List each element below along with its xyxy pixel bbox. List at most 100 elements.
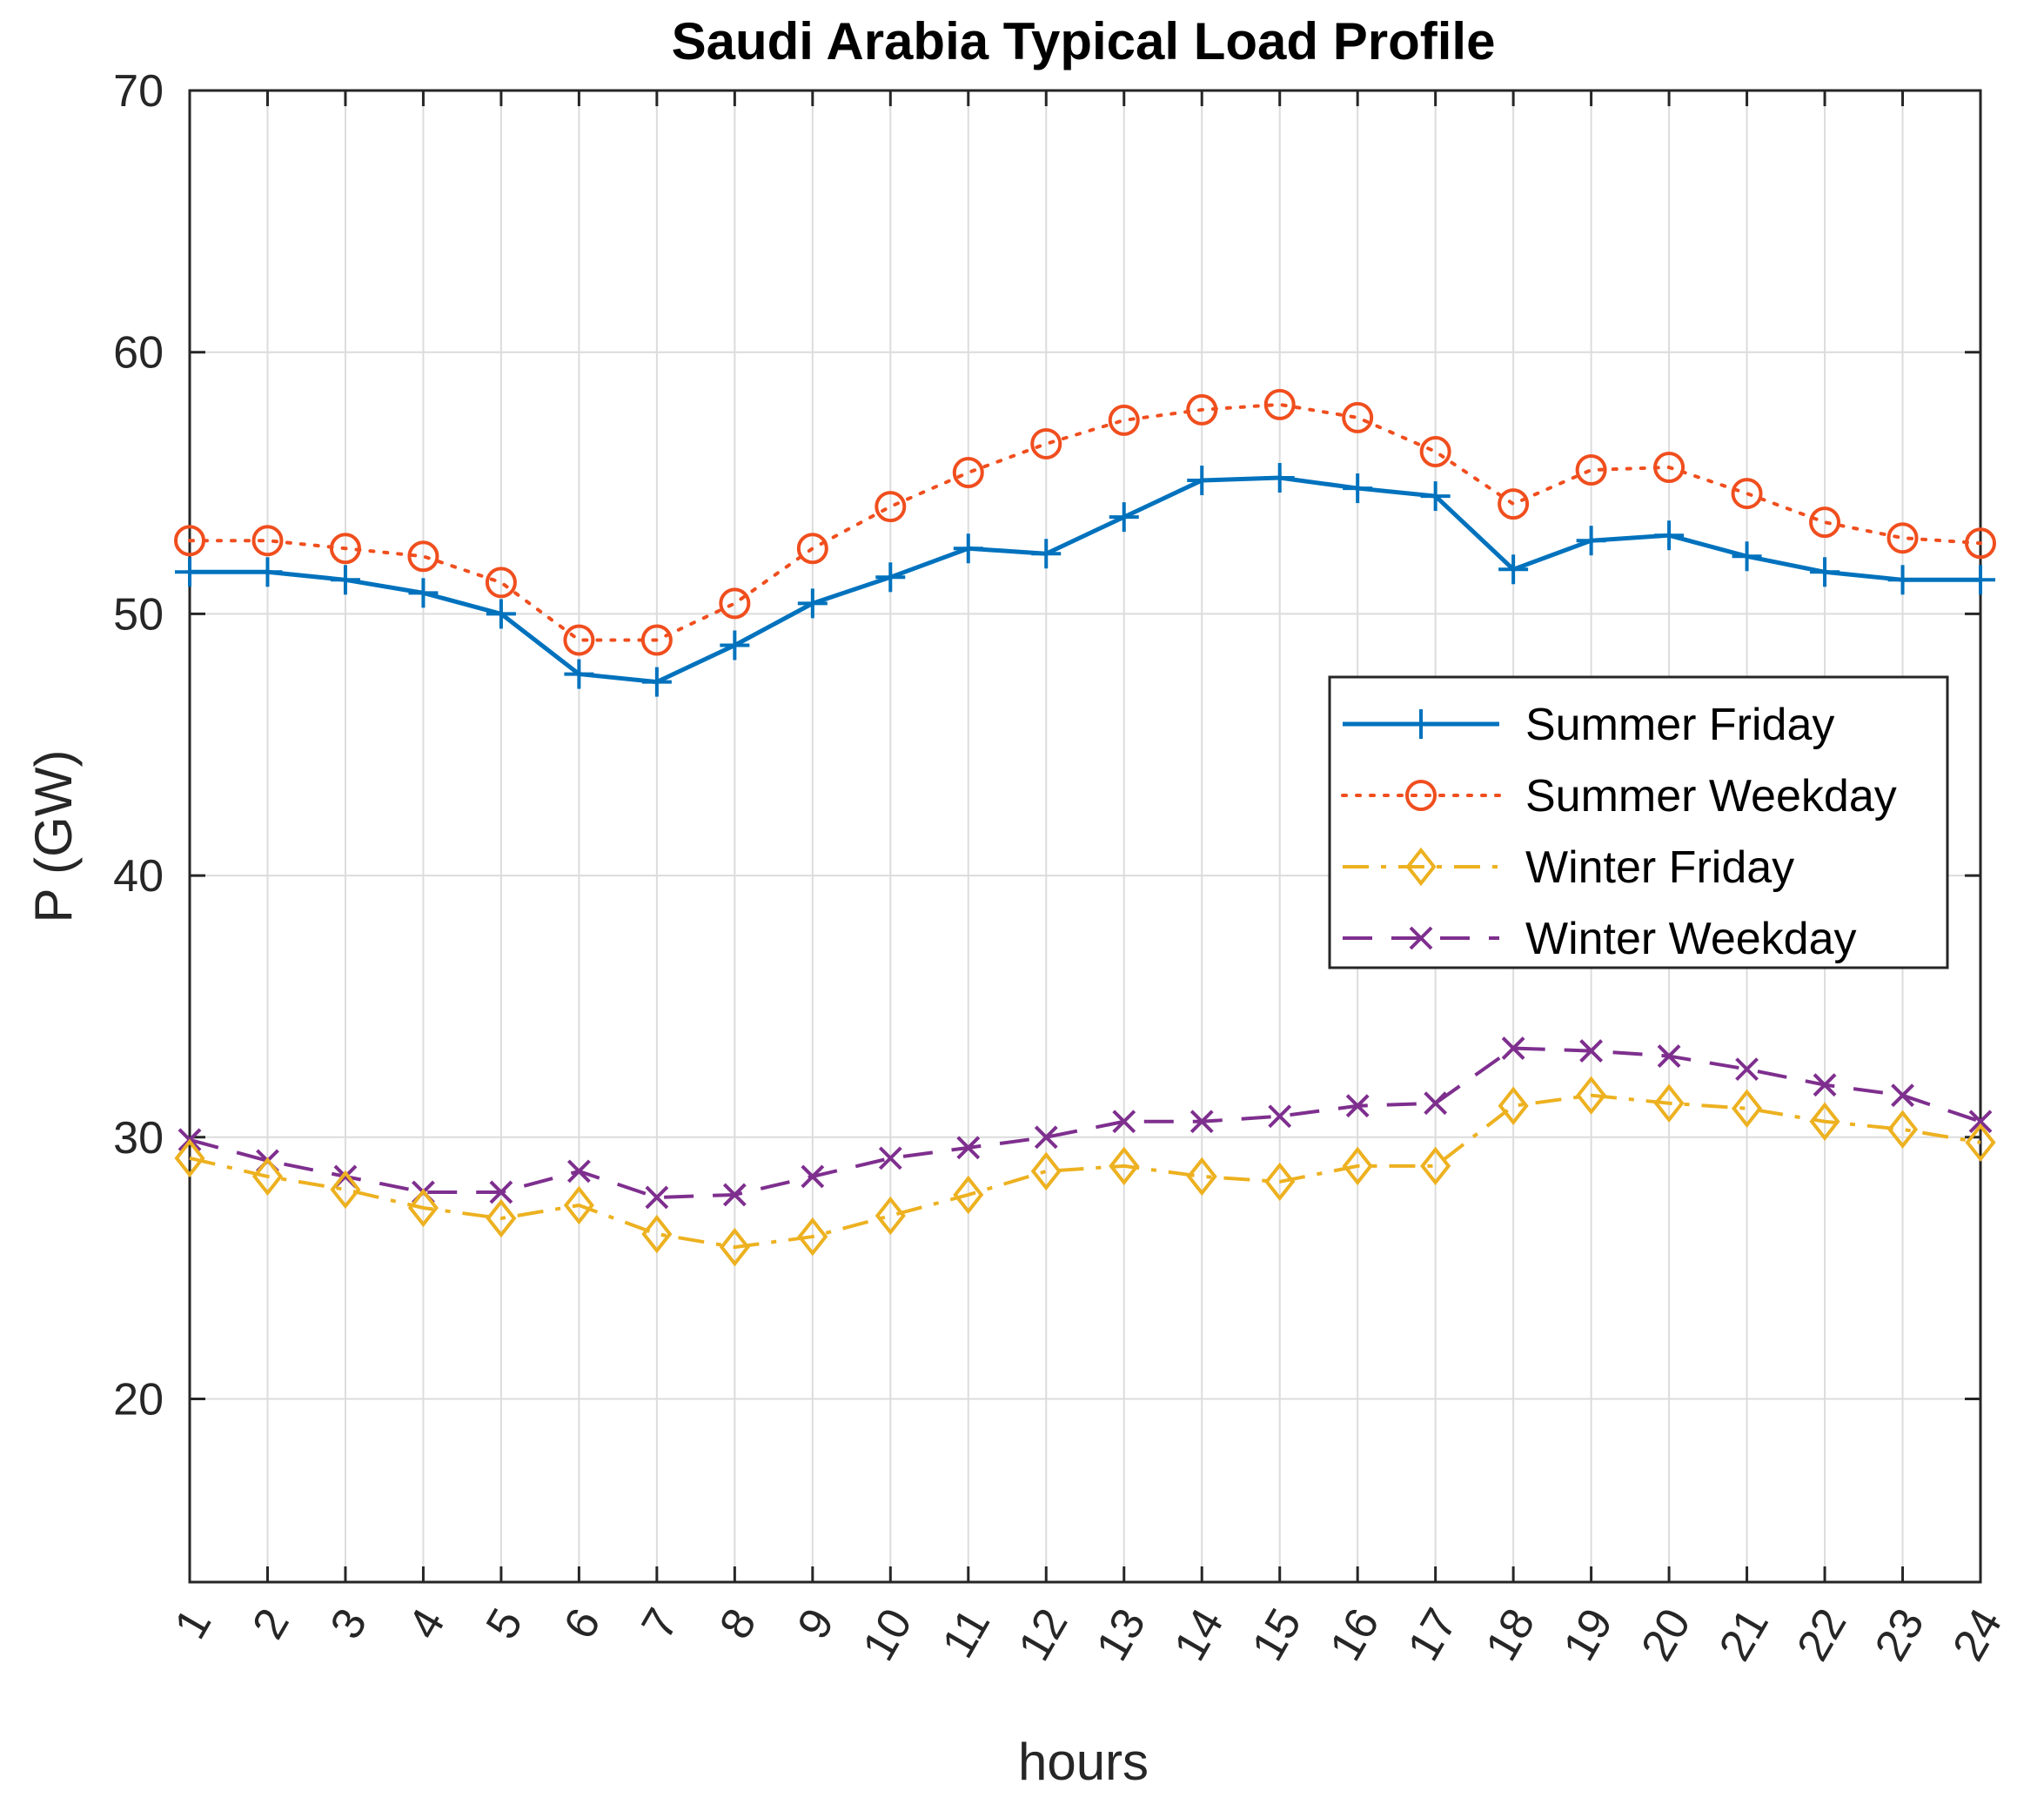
legend-item-winter-weekday: Winter Weekday bbox=[1343, 914, 1857, 964]
data-point-summer-friday bbox=[1498, 554, 1529, 585]
axis-ticks bbox=[188, 89, 1982, 1582]
y-tick-label: 50 bbox=[113, 589, 164, 640]
legend-item-winter-friday: Winter Friday bbox=[1343, 842, 1794, 893]
data-point-winter-friday bbox=[641, 1214, 673, 1254]
data-point-winter-weekday bbox=[1345, 1094, 1370, 1118]
data-point-winter-friday bbox=[797, 1217, 828, 1257]
data-point-winter-weekday bbox=[722, 1183, 747, 1207]
data-point-summer-weekday bbox=[251, 525, 284, 557]
data-point-winter-weekday bbox=[645, 1185, 669, 1210]
data-point-summer-friday bbox=[1264, 463, 1295, 493]
data-point-winter-weekday bbox=[956, 1136, 981, 1160]
data-point-winter-weekday bbox=[1735, 1057, 1759, 1082]
data-point-winter-weekday bbox=[878, 1146, 902, 1170]
data-point-winter-friday bbox=[1965, 1123, 1996, 1163]
data-point-winter-weekday bbox=[1112, 1110, 1136, 1134]
series-line-winter-weekday bbox=[189, 1046, 1981, 1199]
data-point-summer-friday bbox=[175, 557, 204, 587]
series-winter-friday bbox=[174, 1076, 1996, 1267]
data-point-summer-weekday bbox=[485, 567, 517, 599]
data-series bbox=[174, 388, 1996, 1267]
data-point-winter-friday bbox=[1264, 1162, 1296, 1202]
y-tick-label: 40 bbox=[113, 851, 164, 902]
data-point-summer-friday bbox=[1343, 473, 1373, 504]
data-point-winter-friday bbox=[1498, 1086, 1529, 1125]
x-axis-label: hours bbox=[1018, 1733, 1149, 1791]
data-point-winter-friday bbox=[875, 1196, 906, 1236]
data-point-summer-friday bbox=[1966, 565, 1995, 595]
data-point-summer-weekday bbox=[640, 624, 673, 656]
data-point-winter-weekday bbox=[1657, 1044, 1681, 1069]
data-point-summer-friday bbox=[953, 533, 983, 564]
data-point-summer-friday bbox=[486, 599, 516, 629]
data-point-summer-weekday bbox=[1575, 454, 1607, 486]
data-point-winter-weekday bbox=[489, 1180, 513, 1204]
data-point-winter-weekday bbox=[1968, 1110, 1993, 1134]
data-point-winter-weekday bbox=[1891, 1083, 1914, 1108]
legend-item-summer-weekday: Summer Weekday bbox=[1341, 771, 1897, 822]
data-point-summer-friday bbox=[408, 578, 439, 608]
data-point-summer-friday bbox=[1031, 539, 1062, 569]
data-point-winter-friday bbox=[1809, 1102, 1840, 1141]
data-point-summer-weekday bbox=[1263, 388, 1296, 420]
legend-marker-winter-friday bbox=[1405, 847, 1437, 887]
data-point-summer-friday bbox=[641, 667, 672, 697]
data-point-summer-weekday bbox=[1809, 506, 1841, 539]
y-tick-label: 20 bbox=[113, 1375, 164, 1425]
data-point-summer-weekday bbox=[796, 533, 828, 565]
series-winter-weekday bbox=[178, 1036, 1993, 1210]
data-point-winter-weekday bbox=[1424, 1091, 1448, 1116]
data-point-summer-weekday bbox=[1653, 452, 1685, 484]
data-point-winter-weekday bbox=[1190, 1110, 1214, 1134]
data-point-winter-friday bbox=[1653, 1083, 1685, 1123]
series-summer-weekday bbox=[174, 388, 1996, 656]
data-point-summer-weekday bbox=[875, 491, 907, 523]
legend-label-summer-friday: Summer Friday bbox=[1525, 700, 1834, 750]
legend-entries: Summer Friday Summer Weekday Winter Friday… bbox=[1341, 700, 1897, 964]
data-point-summer-friday bbox=[1420, 481, 1451, 512]
data-point-winter-friday bbox=[251, 1157, 284, 1197]
series-line-summer-friday bbox=[190, 475, 1980, 685]
data-point-summer-friday bbox=[564, 659, 594, 689]
data-point-winter-friday bbox=[719, 1227, 750, 1267]
data-point-summer-friday bbox=[1654, 520, 1685, 551]
data-point-summer-friday bbox=[875, 562, 906, 593]
data-point-summer-weekday bbox=[1186, 393, 1218, 426]
data-point-winter-weekday bbox=[1501, 1036, 1525, 1060]
data-point-winter-friday bbox=[1420, 1146, 1451, 1186]
data-point-winter-friday bbox=[1732, 1089, 1763, 1128]
legend-item-summer-friday: Summer Friday bbox=[1343, 700, 1834, 750]
data-point-summer-weekday bbox=[1965, 527, 1996, 560]
series-summer-friday bbox=[175, 463, 1995, 697]
legend: Summer Friday Summer Weekday Winter Friday… bbox=[1328, 675, 1949, 969]
legend-marker-winter-weekday bbox=[1409, 926, 1433, 950]
data-point-summer-friday bbox=[1109, 502, 1139, 533]
data-point-winter-friday bbox=[1576, 1076, 1607, 1115]
data-point-summer-friday bbox=[797, 588, 828, 619]
data-point-winter-friday bbox=[330, 1170, 361, 1210]
data-point-winter-friday bbox=[1887, 1110, 1919, 1150]
data-point-summer-friday bbox=[1732, 541, 1762, 572]
data-point-summer-weekday bbox=[1342, 401, 1374, 433]
data-point-summer-friday bbox=[1887, 565, 1918, 595]
data-point-winter-weekday bbox=[801, 1164, 825, 1189]
data-point-winter-friday bbox=[563, 1185, 594, 1225]
data-point-summer-friday bbox=[1810, 557, 1840, 587]
data-point-winter-friday bbox=[953, 1175, 984, 1215]
data-point-summer-weekday bbox=[1731, 478, 1763, 510]
data-point-summer-weekday bbox=[563, 624, 595, 656]
y-axis-label: P (GW) bbox=[24, 750, 83, 923]
legend-label-summer-weekday: Summer Weekday bbox=[1525, 771, 1897, 822]
data-point-summer-weekday bbox=[174, 525, 205, 557]
data-point-summer-weekday bbox=[719, 587, 751, 620]
data-point-summer-friday bbox=[330, 565, 360, 595]
y-tick-label: 30 bbox=[113, 1113, 164, 1164]
data-point-summer-weekday bbox=[1419, 435, 1451, 467]
data-point-winter-friday bbox=[1030, 1151, 1062, 1191]
data-point-winter-friday bbox=[486, 1198, 517, 1238]
data-point-summer-weekday bbox=[1030, 427, 1062, 459]
data-point-winter-weekday bbox=[1034, 1125, 1058, 1150]
data-point-winter-weekday bbox=[1579, 1039, 1604, 1063]
data-point-summer-weekday bbox=[952, 457, 984, 489]
